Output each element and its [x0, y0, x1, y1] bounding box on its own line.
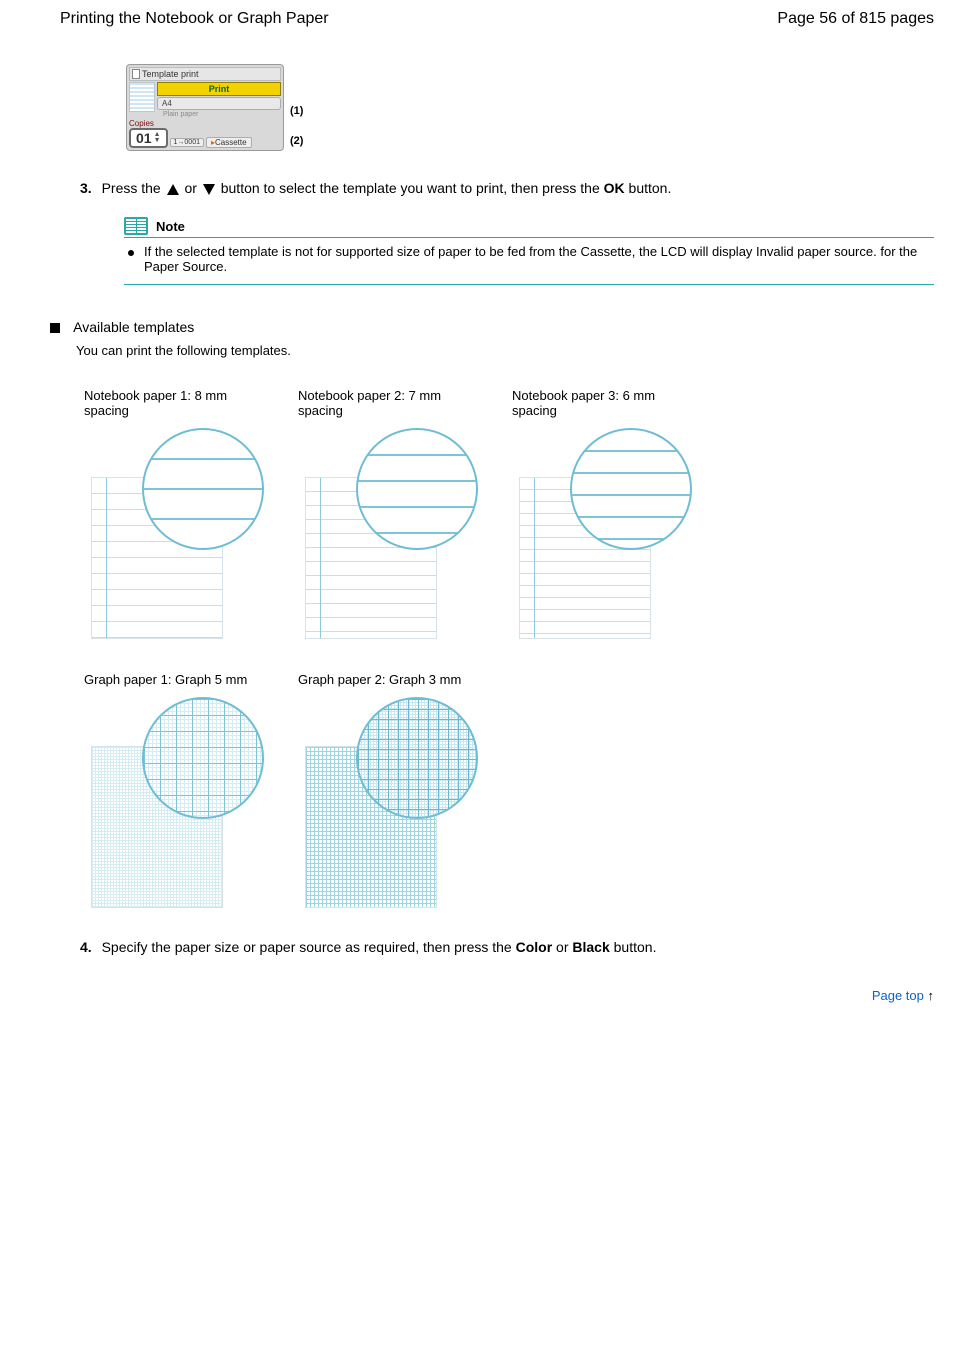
page-number: Page 56 of 815 pages: [777, 10, 934, 28]
magnifier-icon: [570, 428, 692, 550]
template-item: Graph paper 1: Graph 5 mm: [84, 672, 264, 907]
step-3-num: 3.: [80, 180, 92, 196]
square-bullet-icon: [50, 323, 60, 333]
page-top-link[interactable]: Page top: [872, 988, 924, 1003]
template-visual: [298, 697, 478, 907]
lcd-callouts: (1) (2): [290, 64, 303, 156]
black-button-ref: Black: [572, 939, 609, 955]
template-item: Notebook paper 2: 7 mm spacing: [298, 388, 478, 638]
callout-2: (2): [290, 126, 303, 156]
lcd-copies-label: Copies: [129, 119, 281, 128]
callout-1: (1): [290, 96, 303, 126]
bullet-icon: [128, 250, 134, 256]
doc-title: Printing the Notebook or Graph Paper: [60, 10, 329, 28]
note-title: Note: [156, 219, 185, 234]
template-title: Notebook paper 2: 7 mm spacing: [298, 388, 478, 418]
step-4: 4. Specify the paper size or paper sourc…: [80, 937, 860, 958]
templates-gallery: Notebook paper 1: 8 mm spacing Notebook p…: [84, 388, 724, 907]
color-button-ref: Color: [516, 939, 553, 955]
templates-heading: Available templates: [50, 319, 934, 335]
lcd-src-cassette: ▸Cassette: [206, 137, 252, 148]
lcd-thumb-icon: [129, 82, 155, 112]
step-4-num: 4.: [80, 939, 92, 955]
lcd-size-sub: Plain paper: [157, 111, 281, 118]
note-icon: [124, 217, 148, 235]
down-arrow-icon: [203, 184, 215, 195]
magnifier-icon: [356, 697, 478, 819]
lcd-print-button: Print: [157, 82, 281, 96]
stepper-icon: ▲▼: [154, 132, 161, 144]
template-item: Notebook paper 1: 8 mm spacing: [84, 388, 264, 638]
magnifier-icon: [142, 428, 264, 550]
lcd-screenshot: Template print Print A4 Plain paper Copi…: [126, 64, 284, 151]
lcd-size-field: A4: [157, 97, 281, 110]
template-title: Graph paper 2: Graph 3 mm: [298, 672, 478, 687]
template-title: Graph paper 1: Graph 5 mm: [84, 672, 264, 687]
template-visual: [84, 428, 264, 638]
magnifier-icon: [356, 428, 478, 550]
template-title: Notebook paper 3: 6 mm spacing: [512, 388, 692, 418]
lcd-copies-value: 01 ▲▼: [129, 128, 168, 148]
template-item: Notebook paper 3: 6 mm spacing: [512, 388, 692, 638]
template-item: Graph paper 2: Graph 3 mm: [298, 672, 478, 907]
note-block: Note If the selected template is not for…: [124, 217, 934, 285]
template-title: Notebook paper 1: 8 mm spacing: [84, 388, 264, 418]
template-visual: [84, 697, 264, 907]
lcd-window-title: Template print: [142, 69, 278, 79]
template-visual: [512, 428, 692, 638]
templates-desc: You can print the following templates.: [76, 343, 934, 358]
step-3: 3. Press the or button to select the tem…: [80, 178, 934, 199]
doc-icon: [132, 69, 140, 79]
lcd-src-indicator: 1→0001: [170, 138, 204, 147]
magnifier-icon: [142, 697, 264, 819]
ok-button-ref: OK: [604, 180, 625, 196]
template-visual: [298, 428, 478, 638]
note-text: If the selected template is not for supp…: [144, 244, 930, 274]
up-arrow-icon: [167, 184, 179, 195]
